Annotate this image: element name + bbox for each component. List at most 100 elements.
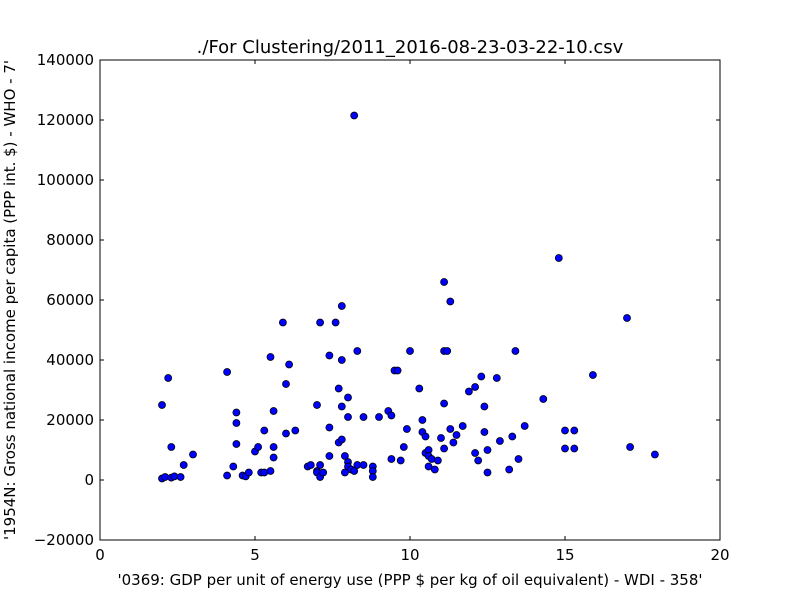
- data-point: [508, 432, 517, 441]
- data-point: [337, 435, 346, 444]
- data-point: [452, 431, 461, 439]
- data-point: [446, 297, 455, 306]
- data-point: [406, 347, 414, 355]
- data-point: [179, 461, 188, 469]
- chart-title: ./For Clustering/2011_2016-08-23-03-22-1…: [197, 37, 624, 58]
- data-point: [539, 395, 548, 403]
- data-point: [337, 402, 346, 411]
- data-point: [232, 440, 241, 448]
- data-point: [176, 473, 185, 481]
- data-point: [344, 413, 352, 421]
- data-point: [387, 455, 396, 463]
- data-point: [492, 374, 501, 382]
- data-point: [313, 401, 321, 409]
- x-tick-label: 10: [400, 546, 419, 564]
- data-point: [359, 461, 368, 469]
- data-point: [282, 429, 290, 438]
- data-point: [480, 428, 489, 436]
- ticks-layer: 0 5 10 15 20−2000002000040000600008000010000…: [34, 51, 730, 564]
- points-layer: [158, 111, 659, 483]
- data-point: [291, 426, 300, 435]
- data-point: [223, 368, 232, 376]
- y-tick-label: 60000: [46, 291, 94, 309]
- plot-frame: [99, 59, 721, 541]
- data-point: [334, 384, 343, 393]
- data-point: [375, 413, 383, 421]
- data-point: [232, 408, 241, 417]
- data-point: [399, 443, 408, 451]
- x-tick-label: 15: [555, 546, 574, 564]
- data-point: [344, 393, 352, 402]
- data-point: [260, 426, 269, 435]
- data-point: [464, 387, 473, 396]
- y-tick-label: 80000: [46, 231, 94, 249]
- data-point: [325, 452, 334, 460]
- y-tick-label: 140000: [37, 51, 94, 69]
- data-point: [437, 434, 445, 442]
- data-point: [471, 383, 480, 391]
- data-point: [480, 402, 489, 411]
- data-point: [623, 314, 631, 322]
- data-point: [570, 426, 579, 435]
- x-tick-label: 0: [95, 546, 105, 564]
- data-point: [269, 443, 278, 451]
- data-point: [325, 423, 334, 432]
- y-tick-label: 100000: [37, 171, 94, 189]
- data-point: [396, 456, 405, 465]
- data-point: [387, 411, 396, 420]
- data-point: [570, 444, 579, 453]
- data-point: [359, 413, 368, 421]
- y-tick-label: 20000: [46, 411, 94, 429]
- data-point: [402, 425, 411, 433]
- data-point: [269, 453, 278, 462]
- data-point: [368, 473, 377, 481]
- data-point: [626, 443, 634, 451]
- data-point: [433, 456, 442, 465]
- data-point: [430, 465, 439, 474]
- data-point: [278, 318, 287, 327]
- data-point: [282, 380, 290, 388]
- data-point: [474, 456, 483, 465]
- data-point: [477, 372, 486, 381]
- data-point: [350, 467, 359, 475]
- data-point: [424, 462, 433, 471]
- data-point: [561, 426, 569, 435]
- data-point: [331, 318, 340, 327]
- data-point: [158, 401, 166, 409]
- data-point: [458, 422, 467, 430]
- data-point: [505, 465, 514, 474]
- data-point: [421, 432, 430, 441]
- data-point: [514, 455, 523, 463]
- data-point: [269, 407, 278, 415]
- data-point: [353, 347, 362, 355]
- data-point: [440, 444, 449, 453]
- data-point: [350, 111, 359, 120]
- data-point: [340, 468, 349, 477]
- data-point: [393, 366, 402, 375]
- data-point: [306, 461, 315, 469]
- data-point: [415, 384, 424, 393]
- data-point: [319, 468, 328, 477]
- data-point: [316, 318, 325, 327]
- data-point: [229, 462, 238, 471]
- data-point: [440, 399, 449, 408]
- data-point: [223, 471, 232, 480]
- data-point: [189, 450, 197, 459]
- data-point: [589, 371, 597, 379]
- data-point: [285, 360, 294, 369]
- data-point: [443, 347, 452, 355]
- data-point: [495, 437, 504, 445]
- data-point: [446, 425, 455, 433]
- y-tick-label: −20000: [34, 531, 94, 549]
- data-point: [554, 254, 563, 262]
- data-point: [449, 438, 458, 447]
- data-point: [244, 468, 253, 477]
- data-point: [337, 356, 346, 364]
- data-point: [266, 353, 275, 361]
- data-point: [167, 443, 176, 451]
- y-tick-label: 40000: [46, 351, 94, 369]
- y-axis-label: '1954N: Gross national income per capita…: [1, 60, 19, 540]
- data-point: [418, 416, 427, 424]
- data-point: [561, 444, 569, 453]
